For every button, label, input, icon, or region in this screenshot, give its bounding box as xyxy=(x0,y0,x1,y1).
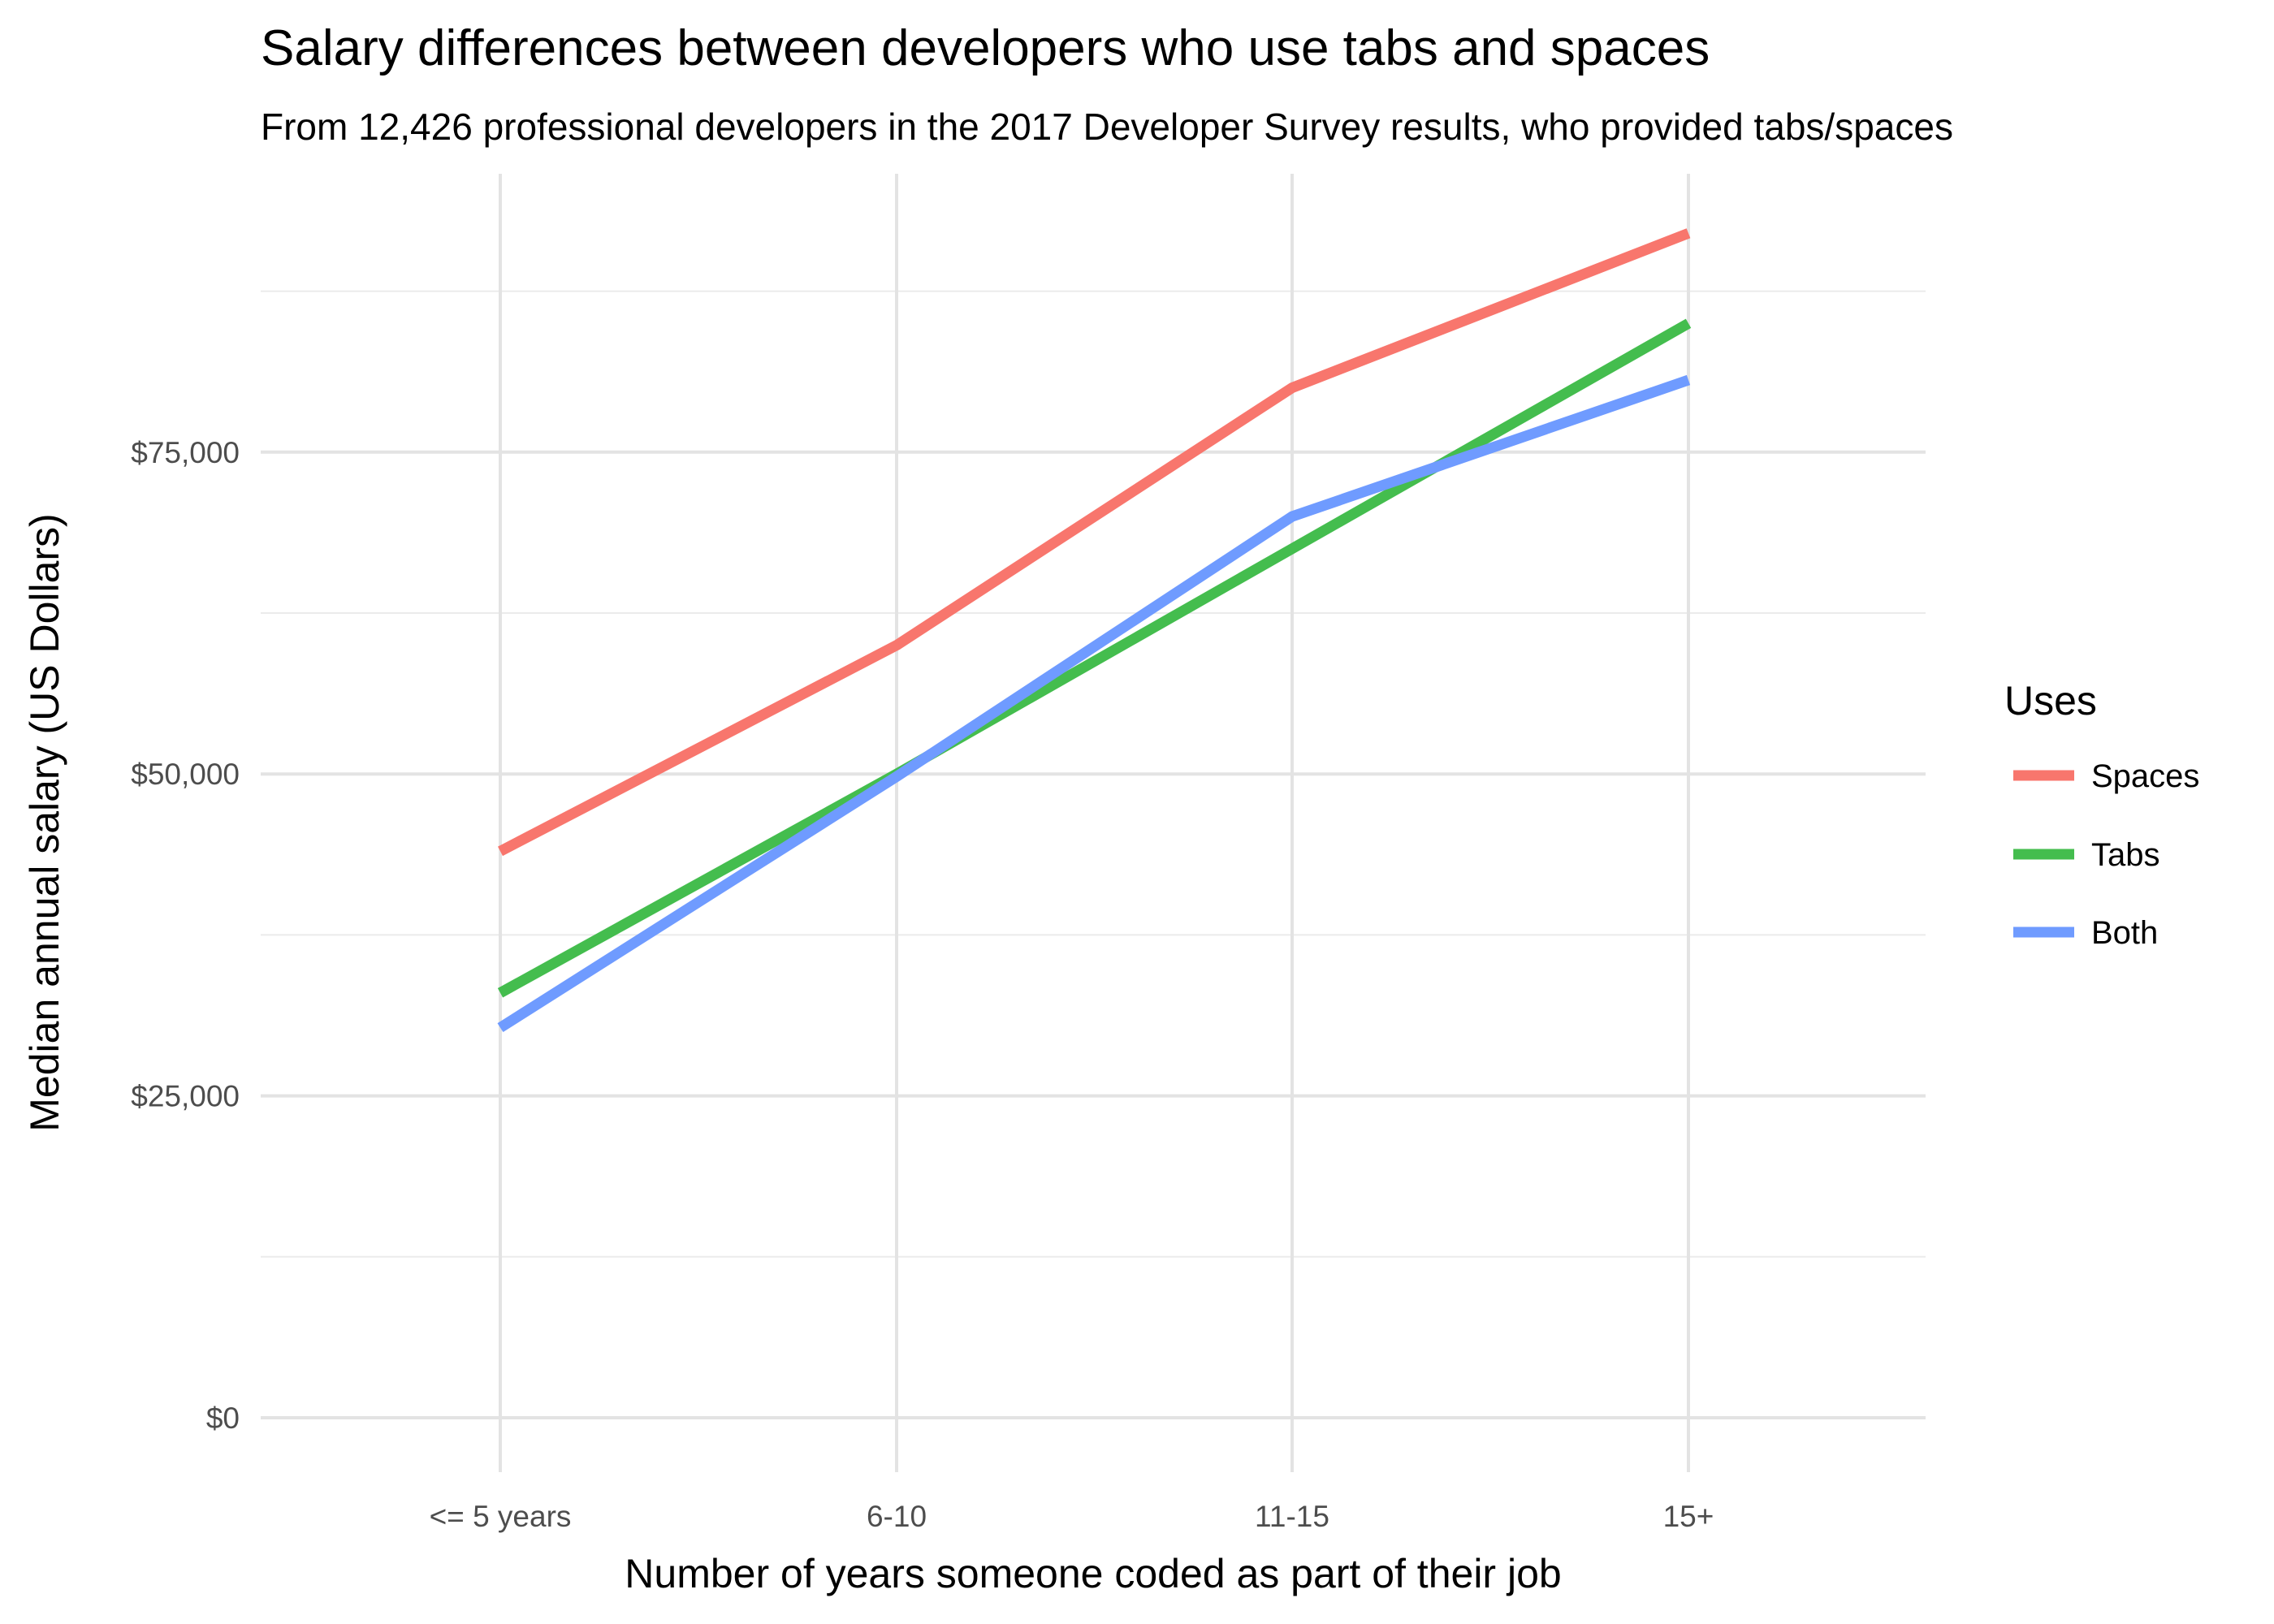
chart-subtitle: From 12,426 professional developers in t… xyxy=(261,106,1953,148)
legend-title: Uses xyxy=(2004,678,2097,723)
legend-label-spaces: Spaces xyxy=(2091,758,2199,794)
y-axis-ticks: $0 $25,000 $50,000 $75,000 xyxy=(131,436,240,1435)
y-tick-label: $0 xyxy=(206,1402,240,1435)
y-tick-label: $50,000 xyxy=(131,758,240,791)
legend-label-tabs: Tabs xyxy=(2091,837,2160,873)
chart-title: Salary differences between developers wh… xyxy=(261,20,1710,76)
x-tick-label: <= 5 years xyxy=(430,1500,572,1533)
y-tick-label: $75,000 xyxy=(131,436,240,469)
x-axis-title: Number of years someone coded as part of… xyxy=(625,1551,1561,1596)
x-tick-label: 6-10 xyxy=(867,1500,927,1533)
legend: Uses Spaces Tabs Both xyxy=(2004,678,2199,951)
series-line-spaces xyxy=(498,228,1691,857)
x-tick-label: 11-15 xyxy=(1255,1500,1329,1533)
legend-label-both: Both xyxy=(2091,915,2158,951)
y-axis-title: Median annual salary (US Dollars) xyxy=(22,513,67,1131)
x-tick-label: 15+ xyxy=(1663,1500,1714,1533)
series-line-tabs xyxy=(497,318,1692,998)
series-line-both xyxy=(497,374,1691,1033)
x-axis-ticks: <= 5 years 6-10 11-15 15+ xyxy=(430,1500,1714,1533)
y-tick-label: $25,000 xyxy=(131,1080,240,1113)
series-lines xyxy=(497,228,1692,1033)
gridlines xyxy=(261,174,1926,1472)
